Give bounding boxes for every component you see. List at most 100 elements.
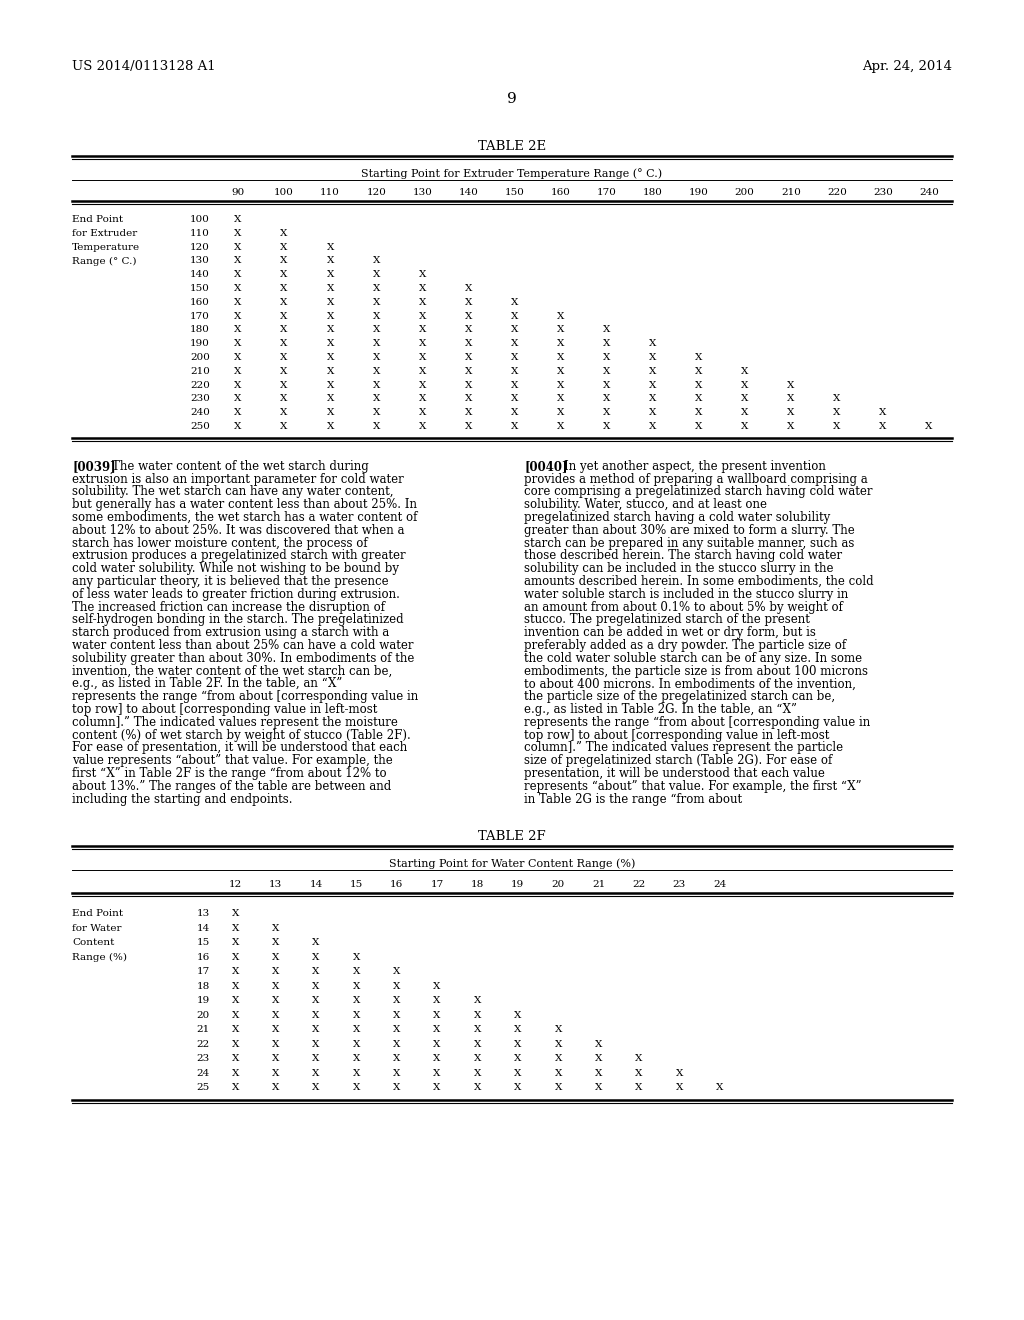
- Text: X: X: [272, 1011, 280, 1020]
- Text: X: X: [281, 395, 288, 404]
- Text: X: X: [352, 982, 360, 991]
- Text: End Point: End Point: [72, 909, 123, 919]
- Text: X: X: [557, 367, 564, 376]
- Text: X: X: [327, 380, 334, 389]
- Text: X: X: [234, 339, 242, 348]
- Text: 90: 90: [231, 187, 245, 197]
- Text: X: X: [352, 1084, 360, 1093]
- Text: X: X: [352, 968, 360, 977]
- Text: X: X: [676, 1069, 683, 1078]
- Text: 210: 210: [190, 367, 210, 376]
- Text: End Point: End Point: [72, 215, 123, 224]
- Text: starch produced from extrusion using a starch with a: starch produced from extrusion using a s…: [72, 626, 389, 639]
- Text: In yet another aspect, the present invention: In yet another aspect, the present inven…: [564, 459, 826, 473]
- Text: X: X: [281, 312, 288, 321]
- Text: X: X: [393, 1084, 400, 1093]
- Text: X: X: [474, 1055, 481, 1064]
- Text: 170: 170: [597, 187, 616, 197]
- Text: Range (%): Range (%): [72, 953, 127, 962]
- Text: X: X: [741, 380, 749, 389]
- Text: X: X: [327, 284, 334, 293]
- Text: X: X: [327, 422, 334, 432]
- Text: X: X: [511, 367, 518, 376]
- Text: X: X: [234, 352, 242, 362]
- Text: The increased friction can increase the disruption of: The increased friction can increase the …: [72, 601, 385, 614]
- Text: to about 400 microns. In embodiments of the invention,: to about 400 microns. In embodiments of …: [524, 677, 856, 690]
- Text: X: X: [312, 953, 319, 962]
- Text: [0040]: [0040]: [524, 459, 567, 473]
- Text: X: X: [234, 380, 242, 389]
- Text: X: X: [511, 339, 518, 348]
- Text: 15: 15: [350, 880, 362, 890]
- Text: X: X: [373, 312, 380, 321]
- Text: X: X: [281, 422, 288, 432]
- Text: X: X: [880, 408, 887, 417]
- Text: X: X: [234, 256, 242, 265]
- Text: X: X: [474, 1011, 481, 1020]
- Text: X: X: [514, 1084, 521, 1093]
- Text: 15: 15: [197, 939, 210, 948]
- Text: X: X: [741, 395, 749, 404]
- Text: X: X: [281, 228, 288, 238]
- Text: 120: 120: [367, 187, 386, 197]
- Text: X: X: [603, 408, 610, 417]
- Text: X: X: [419, 326, 426, 334]
- Text: X: X: [231, 909, 239, 919]
- Text: X: X: [327, 395, 334, 404]
- Text: X: X: [511, 298, 518, 306]
- Text: X: X: [234, 271, 242, 280]
- Text: 140: 140: [190, 271, 210, 280]
- Text: X: X: [272, 982, 280, 991]
- Text: 25: 25: [197, 1084, 210, 1093]
- Text: X: X: [649, 408, 656, 417]
- Text: e.g., as listed in Table 2G. In the table, an “X”: e.g., as listed in Table 2G. In the tabl…: [524, 704, 797, 715]
- Text: X: X: [555, 1069, 562, 1078]
- Text: X: X: [393, 1069, 400, 1078]
- Text: X: X: [327, 326, 334, 334]
- Text: X: X: [474, 1040, 481, 1049]
- Text: X: X: [419, 352, 426, 362]
- Text: 120: 120: [190, 243, 210, 252]
- Text: X: X: [231, 1084, 239, 1093]
- Text: 18: 18: [197, 982, 210, 991]
- Text: X: X: [234, 326, 242, 334]
- Text: X: X: [787, 395, 795, 404]
- Text: column].” The indicated values represent the particle: column].” The indicated values represent…: [524, 742, 843, 755]
- Text: X: X: [695, 352, 702, 362]
- Text: X: X: [352, 1040, 360, 1049]
- Text: X: X: [834, 395, 841, 404]
- Text: X: X: [231, 939, 239, 948]
- Text: 21: 21: [592, 880, 605, 890]
- Text: those described herein. The starch having cold water: those described herein. The starch havin…: [524, 549, 842, 562]
- Text: X: X: [555, 1040, 562, 1049]
- Text: X: X: [327, 312, 334, 321]
- Text: X: X: [465, 284, 472, 293]
- Text: X: X: [926, 422, 933, 432]
- Text: The water content of the wet starch during: The water content of the wet starch duri…: [112, 459, 369, 473]
- Text: X: X: [272, 939, 280, 948]
- Text: X: X: [234, 367, 242, 376]
- Text: X: X: [514, 1026, 521, 1035]
- Text: 110: 110: [321, 187, 340, 197]
- Text: X: X: [327, 256, 334, 265]
- Text: X: X: [327, 271, 334, 280]
- Text: presentation, it will be understood that each value: presentation, it will be understood that…: [524, 767, 825, 780]
- Text: Starting Point for Water Content Range (%): Starting Point for Water Content Range (…: [389, 858, 635, 869]
- Text: 140: 140: [459, 187, 478, 197]
- Text: X: X: [352, 1069, 360, 1078]
- Text: X: X: [557, 352, 564, 362]
- Text: X: X: [231, 1011, 239, 1020]
- Text: X: X: [555, 1084, 562, 1093]
- Text: X: X: [234, 215, 242, 224]
- Text: 110: 110: [190, 228, 210, 238]
- Text: X: X: [281, 352, 288, 362]
- Text: X: X: [281, 408, 288, 417]
- Text: X: X: [234, 312, 242, 321]
- Text: X: X: [327, 352, 334, 362]
- Text: including the starting and endpoints.: including the starting and endpoints.: [72, 792, 293, 805]
- Text: self-hydrogen bonding in the starch. The pregelatinized: self-hydrogen bonding in the starch. The…: [72, 614, 403, 627]
- Text: 13: 13: [197, 909, 210, 919]
- Text: X: X: [231, 982, 239, 991]
- Text: X: X: [695, 395, 702, 404]
- Text: X: X: [433, 1055, 440, 1064]
